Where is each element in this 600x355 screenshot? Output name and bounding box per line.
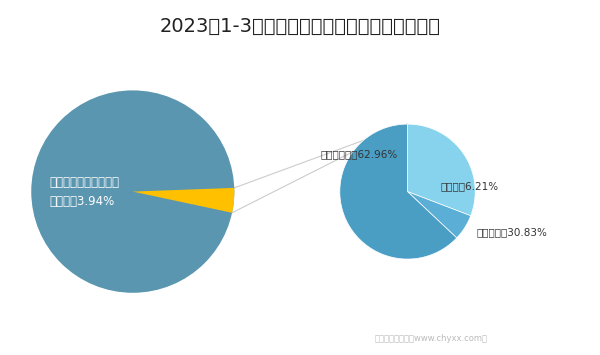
Text: 黑龙江省客运总量占全
国比重为3.94%: 黑龙江省客运总量占全 国比重为3.94% (49, 176, 119, 208)
Text: 公共汽电车30.83%: 公共汽电车30.83% (476, 227, 547, 237)
Polygon shape (407, 124, 475, 216)
Text: 制图：智研咨询（www.chyxx.com）: 制图：智研咨询（www.chyxx.com） (375, 334, 488, 343)
Polygon shape (133, 188, 235, 213)
Ellipse shape (31, 91, 235, 293)
Polygon shape (407, 192, 470, 238)
Polygon shape (340, 124, 457, 259)
Text: 轨道交通6.21%: 轨道交通6.21% (440, 181, 499, 191)
Text: 2023年1-3月黑龙江省累计客运总量分类统计图: 2023年1-3月黑龙江省累计客运总量分类统计图 (160, 17, 440, 36)
Text: 巡游出租汽车62.96%: 巡游出租汽车62.96% (321, 149, 398, 160)
